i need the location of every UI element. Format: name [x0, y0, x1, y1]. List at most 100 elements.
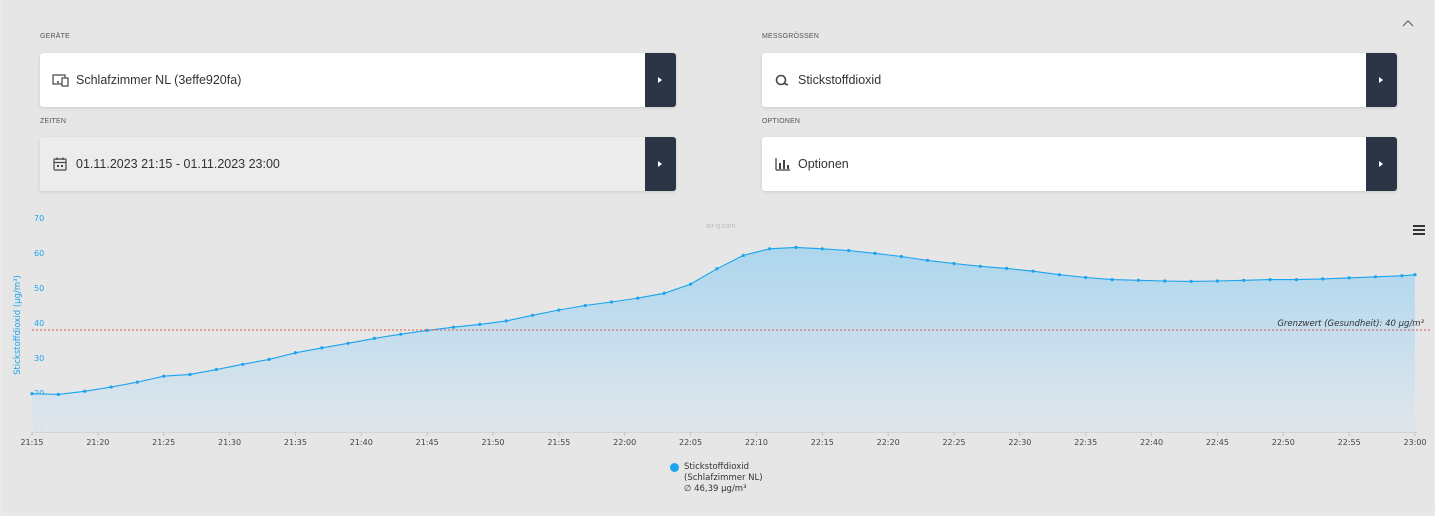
- data-point: [241, 362, 245, 366]
- x-tick-label: 22:05: [679, 438, 702, 447]
- data-point: [83, 389, 87, 393]
- chart-watermark: air-q.com: [706, 223, 736, 230]
- data-point: [873, 251, 877, 255]
- x-tick-label: 22:45: [1206, 438, 1229, 447]
- options-picker[interactable]: Optionen: [762, 137, 1397, 191]
- measures-section-label: MESSGRÖSSEN: [762, 33, 820, 40]
- chevron-right-icon: [1379, 161, 1383, 167]
- series-line: [31, 246, 1416, 395]
- x-tick-label: 22:55: [1338, 438, 1361, 447]
- measure-picker-value: Stickstoffdioxid: [798, 73, 882, 87]
- data-point: [1242, 278, 1246, 282]
- device-picker-value: Schlafzimmer NL (3effe920fa): [76, 73, 242, 87]
- data-point: [794, 245, 798, 249]
- data-point: [451, 325, 456, 329]
- device-picker-open-button[interactable]: [645, 53, 676, 107]
- data-point: [109, 385, 113, 389]
- x-tick-label: 22:00: [613, 438, 636, 447]
- data-point: [478, 322, 482, 326]
- measure-picker[interactable]: Stickstoffdioxid: [762, 53, 1397, 107]
- device-picker[interactable]: Schlafzimmer NL (3effe920fa): [40, 53, 676, 107]
- legend-series-average: ∅ 46,39 µg/m³: [684, 484, 747, 494]
- data-point: [530, 313, 535, 317]
- device-icon: [52, 72, 70, 88]
- data-point: [135, 380, 139, 384]
- x-tick-label: 21:15: [20, 438, 43, 447]
- data-point: [162, 374, 166, 378]
- data-point: [1031, 269, 1035, 273]
- data-point: [768, 247, 772, 251]
- x-tick-label: 22:35: [1074, 438, 1097, 447]
- threshold-label: Grenzwert (Gesundheit): 40 µg/m³: [1277, 319, 1424, 329]
- search-icon: [774, 72, 792, 88]
- data-point: [1413, 273, 1417, 277]
- data-point: [847, 248, 851, 253]
- options-open-button[interactable]: [1366, 137, 1397, 191]
- y-tick-label: 30: [34, 354, 44, 363]
- data-point: [399, 332, 403, 336]
- data-point: [952, 261, 956, 266]
- data-point: [188, 372, 192, 377]
- x-tick-label: 21:55: [547, 438, 570, 447]
- data-point: [1294, 278, 1299, 282]
- x-tick-label: 22:10: [745, 438, 768, 447]
- data-point: [425, 328, 429, 332]
- x-tick-label: 22:40: [1140, 438, 1163, 447]
- chevron-right-icon: [1379, 77, 1383, 83]
- time-range-picker[interactable]: 01.11.2023 21:15 - 01.11.2023 23:00: [40, 137, 676, 191]
- data-point: [1057, 273, 1061, 277]
- data-point: [688, 282, 693, 286]
- data-point: [1268, 278, 1272, 282]
- chevron-up-icon[interactable]: [1398, 12, 1418, 32]
- options-section-label: OPTIONEN: [762, 118, 801, 125]
- measure-picker-open-button[interactable]: [1366, 53, 1397, 107]
- data-point: [267, 357, 271, 361]
- data-point: [1373, 275, 1378, 279]
- data-point: [56, 392, 60, 396]
- x-tick-label: 21:45: [416, 438, 439, 447]
- data-point: [978, 264, 982, 268]
- data-point: [899, 254, 903, 259]
- data-point: [926, 258, 930, 262]
- data-point: [214, 367, 218, 372]
- chevron-right-icon: [658, 161, 662, 167]
- data-point: [557, 308, 561, 312]
- data-point: [715, 267, 719, 271]
- x-tick-label: 22:50: [1272, 438, 1295, 447]
- chevron-right-icon: [658, 77, 662, 83]
- data-point: [662, 291, 666, 295]
- data-point: [346, 341, 350, 345]
- time-range-value: 01.11.2023 21:15 - 01.11.2023 23:00: [76, 157, 280, 171]
- data-point: [636, 296, 640, 300]
- x-tick-label: 22:25: [942, 438, 965, 447]
- options-picker-value: Optionen: [798, 157, 849, 171]
- devices-section-label: GERÄTE: [40, 33, 70, 40]
- x-tick-label: 22:15: [811, 438, 834, 447]
- y-tick-label: 40: [34, 319, 44, 328]
- series-area: [32, 247, 1415, 432]
- y-tick-label: 50: [34, 284, 44, 293]
- time-range-open-button[interactable]: [645, 137, 676, 191]
- bar-chart-icon: [774, 156, 792, 172]
- x-tick-label: 21:25: [152, 438, 175, 447]
- data-point: [1005, 266, 1009, 270]
- x-tick-label: 22:20: [877, 438, 900, 447]
- legend-series-subtitle: (Schlafzimmer NL): [684, 473, 763, 483]
- data-point: [1347, 276, 1351, 280]
- data-point: [372, 336, 377, 340]
- data-point: [820, 247, 824, 251]
- y-axis-title: Stickstoffdioxid (µg/m³): [13, 275, 23, 375]
- data-point: [1215, 279, 1220, 283]
- data-point: [1110, 278, 1114, 282]
- chart-menu-icon[interactable]: [1411, 222, 1427, 236]
- x-tick-label: 21:20: [86, 438, 109, 447]
- y-tick-label: 70: [34, 214, 44, 223]
- data-point: [1084, 275, 1088, 280]
- x-tick-label: 21:50: [481, 438, 504, 447]
- legend-series-title: Stickstoffdioxid: [684, 462, 749, 472]
- data-point: [1136, 278, 1140, 282]
- data-point: [1400, 274, 1404, 278]
- x-tick-label: 22:30: [1008, 438, 1031, 447]
- calendar-icon: [52, 156, 70, 172]
